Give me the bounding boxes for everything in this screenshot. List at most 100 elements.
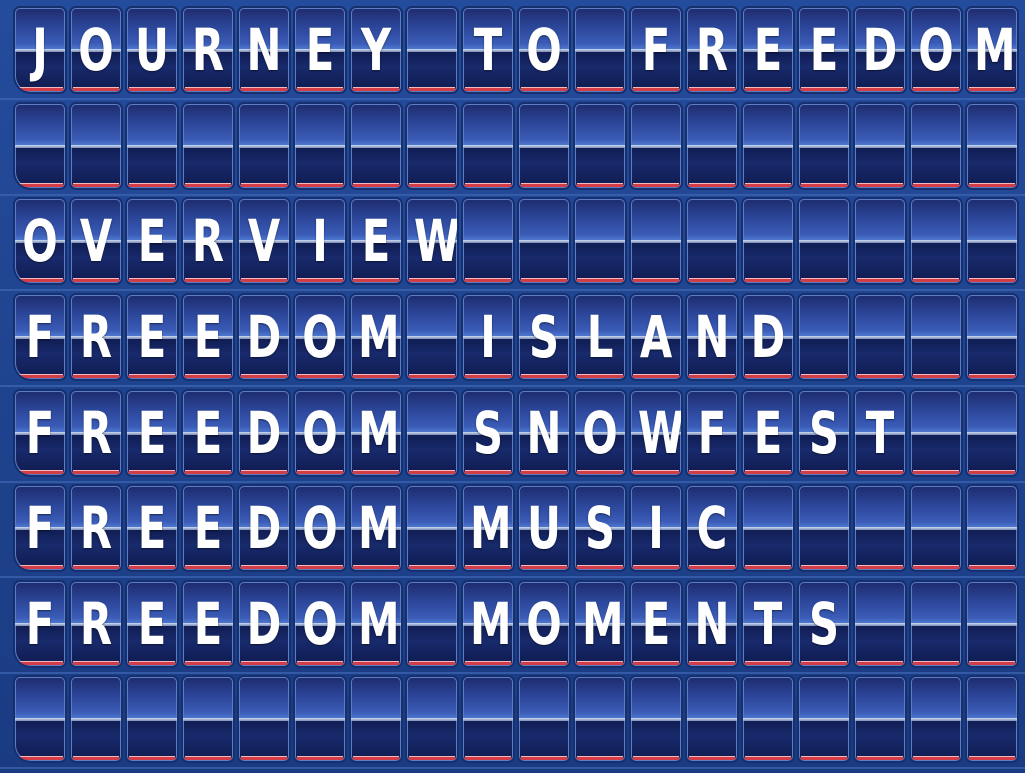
flap-tile: J xyxy=(15,8,65,92)
flap-letter: O xyxy=(78,16,114,84)
flap-tile: F xyxy=(15,582,65,666)
flap-tile xyxy=(911,104,961,188)
flap-tile: E xyxy=(127,295,177,379)
flap-letter: O xyxy=(526,16,562,84)
flap-tile xyxy=(855,295,905,379)
flap-tile xyxy=(407,8,457,92)
flap-letter: F xyxy=(25,399,55,467)
flap-tile xyxy=(463,677,513,761)
flap-tile: S xyxy=(575,486,625,570)
flap-letter: E xyxy=(137,494,167,562)
flap-tile xyxy=(855,486,905,570)
flap-letter: W xyxy=(414,207,457,275)
flap-tile: V xyxy=(239,199,289,283)
flap-tile: E xyxy=(127,486,177,570)
flap-letter: W xyxy=(638,399,681,467)
flap-letter: Y xyxy=(360,16,392,84)
board-row-2 xyxy=(0,99,1025,196)
flap-tile: E xyxy=(631,582,681,666)
flap-tile: D xyxy=(239,582,289,666)
flap-tile: Y xyxy=(351,8,401,92)
flap-tile xyxy=(855,199,905,283)
flap-tile xyxy=(127,104,177,188)
flap-letter: E xyxy=(753,16,783,84)
flap-tile xyxy=(407,295,457,379)
flap-tile: O xyxy=(295,391,345,475)
flap-letter: C xyxy=(696,494,728,562)
flap-letter: R xyxy=(191,16,225,84)
flap-tile: M xyxy=(967,8,1017,92)
flap-tile: E xyxy=(127,199,177,283)
flap-tile xyxy=(855,677,905,761)
flap-letter: S xyxy=(584,494,616,562)
flap-letter: S xyxy=(472,399,504,467)
flap-tile xyxy=(799,199,849,283)
flap-letter: R xyxy=(79,303,113,371)
flap-letter: D xyxy=(750,303,786,371)
flap-letter: E xyxy=(753,399,783,467)
flap-letter: E xyxy=(137,399,167,467)
flap-tile: D xyxy=(743,295,793,379)
flap-tile: E xyxy=(743,391,793,475)
flap-letter: M xyxy=(470,590,512,658)
flap-tile: E xyxy=(183,582,233,666)
flap-tile: I xyxy=(295,199,345,283)
flap-letter: O xyxy=(22,207,58,275)
flap-letter: N xyxy=(526,399,562,467)
flap-tile xyxy=(575,199,625,283)
flap-tile xyxy=(687,104,737,188)
flap-tile: N xyxy=(687,582,737,666)
flap-letter: E xyxy=(641,590,671,658)
flap-tile: I xyxy=(463,295,513,379)
flap-tile: M xyxy=(351,295,401,379)
flap-tile: R xyxy=(71,582,121,666)
flap-tile xyxy=(575,677,625,761)
flap-tile: N xyxy=(687,295,737,379)
flap-tile xyxy=(967,391,1017,475)
flap-tile xyxy=(407,486,457,570)
flap-tile: O xyxy=(911,8,961,92)
flap-letter: O xyxy=(526,590,562,658)
flap-tile xyxy=(631,104,681,188)
flap-letter: E xyxy=(361,207,391,275)
flap-tile xyxy=(71,104,121,188)
flap-tile xyxy=(799,677,849,761)
flap-tile xyxy=(519,677,569,761)
flap-letter: E xyxy=(137,303,167,371)
flap-tile xyxy=(967,582,1017,666)
flap-letter: R xyxy=(79,494,113,562)
flap-letter: S xyxy=(808,399,840,467)
flap-tile xyxy=(407,391,457,475)
flap-tile xyxy=(687,199,737,283)
flap-tile xyxy=(351,104,401,188)
flap-letter: D xyxy=(862,16,898,84)
flap-letter: N xyxy=(694,590,730,658)
flap-tile: S xyxy=(799,391,849,475)
flap-letter: T xyxy=(865,399,895,467)
flap-letter: E xyxy=(193,590,223,658)
flap-letter: M xyxy=(358,590,400,658)
flap-tile xyxy=(407,104,457,188)
flap-letter: E xyxy=(137,207,167,275)
flap-letter: O xyxy=(302,590,338,658)
flap-letter: O xyxy=(302,303,338,371)
flap-tile: D xyxy=(239,295,289,379)
flap-tile xyxy=(967,295,1017,379)
flap-tile xyxy=(967,677,1017,761)
flap-tile: O xyxy=(519,582,569,666)
flap-letter: F xyxy=(25,303,55,371)
flap-tile: D xyxy=(239,391,289,475)
flap-tile: E xyxy=(183,295,233,379)
flap-tile: R xyxy=(71,486,121,570)
flap-tile xyxy=(351,677,401,761)
flap-tile: F xyxy=(15,486,65,570)
board-row-3[interactable]: OVERVIEWOVERVIEW xyxy=(0,194,1025,291)
